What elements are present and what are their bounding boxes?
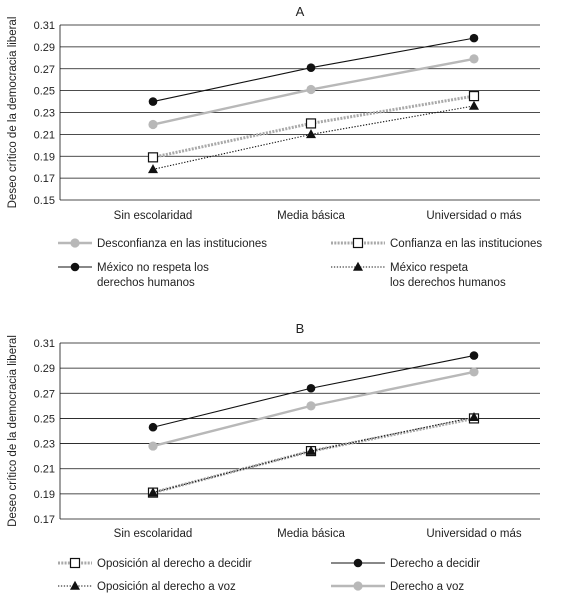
- chart-title: B: [296, 321, 305, 336]
- y-tick-label: 0.31: [34, 20, 55, 32]
- data-point: [306, 129, 316, 139]
- y-tick-label: 0.31: [34, 338, 55, 350]
- y-tick-label: 0.27: [34, 388, 55, 400]
- series-3: [148, 367, 479, 451]
- legend-marker: [353, 558, 363, 568]
- series-0: [147, 413, 480, 498]
- data-point: [306, 445, 316, 455]
- gridlines: [60, 342, 540, 520]
- data-point: [469, 100, 479, 110]
- series-0: [148, 54, 479, 130]
- legend: Oposición al derecho a decidir Derecho a …: [58, 557, 480, 593]
- legend-label: derechos humanos: [97, 277, 195, 289]
- data-point: [306, 84, 316, 95]
- data-point: [148, 164, 158, 174]
- y-axis-label: Deseo crítico de la democracia liberal: [7, 17, 19, 209]
- chart-title: A: [296, 4, 305, 19]
- legend-marker: [69, 557, 81, 569]
- y-tick-label: 0.23: [34, 439, 55, 451]
- gridlines: [60, 24, 540, 201]
- chart-panel-a: A 0.15 0.17 0.19 0.21 0.23 0.25 0.27 0.29 0.31 Sin…: [7, 4, 542, 289]
- y-tick-label: 0.29: [34, 363, 55, 375]
- legend-marker: [70, 580, 80, 590]
- legend-marker: [353, 581, 363, 591]
- legend-label: Oposición al derecho a decidir: [97, 558, 252, 570]
- data-point: [306, 63, 316, 72]
- y-tick-label: 0.19: [34, 151, 55, 163]
- legend-marker: [353, 261, 363, 271]
- legend-item: Oposición al derecho a voz: [58, 580, 236, 593]
- series-3: [148, 100, 479, 174]
- data-point: [306, 401, 316, 411]
- y-tick-label: 0.15: [34, 195, 55, 207]
- y-tick-label: 0.25: [34, 86, 55, 98]
- x-tick-label: Media básica: [277, 528, 345, 540]
- legend-label: Confianza en las instituciones: [390, 238, 542, 250]
- x-tick-label: Sin escolaridad: [114, 210, 193, 222]
- legend-label: Derecho a decidir: [390, 558, 480, 570]
- legend-label: Oposición al derecho a voz: [97, 581, 236, 593]
- legend-label: México no respeta los: [97, 262, 209, 274]
- y-tick-label: 0.23: [34, 108, 55, 120]
- y-tick-label: 0.19: [34, 489, 55, 501]
- legend-marker: [352, 237, 364, 249]
- data-point: [469, 54, 479, 64]
- data-point: [148, 487, 158, 497]
- x-tick-label: Universidad o más: [426, 210, 521, 222]
- series-1: [148, 351, 479, 432]
- data-point: [469, 367, 479, 377]
- x-tick-label: Media básica: [277, 210, 345, 222]
- y-tick-label: 0.17: [34, 173, 55, 185]
- y-tick-label: 0.27: [34, 64, 55, 76]
- y-tick-label: 0.21: [34, 129, 55, 141]
- legend-item: Oposición al derecho a decidir: [58, 557, 252, 570]
- chart-panel-b: B 0.17 0.19 0.21 0.23 0.25 0.27 0.29 0.31 Sin esc…: [7, 321, 540, 593]
- data-point: [469, 33, 479, 43]
- legend-item: Desconfianza en las instituciones: [58, 238, 267, 250]
- legend-marker: [70, 262, 80, 272]
- data-point: [305, 118, 317, 129]
- series-1: [147, 90, 480, 163]
- data-point: [147, 152, 159, 163]
- legend: Desconfianza en las instituciones Confian…: [58, 237, 542, 289]
- legend-item: Derecho a decidir: [331, 558, 480, 570]
- legend-label: México respeta: [390, 262, 469, 274]
- y-tick-label: 0.25: [34, 413, 55, 425]
- series-2: [148, 33, 479, 106]
- legend-item: Derecho a voz: [331, 581, 464, 593]
- x-tick-label: Universidad o más: [426, 528, 521, 540]
- legend-label: Derecho a voz: [390, 581, 464, 593]
- data-point: [469, 411, 479, 421]
- y-tick-label: 0.29: [34, 42, 55, 54]
- data-point: [469, 351, 479, 360]
- legend-item: Confianza en las instituciones: [331, 237, 542, 250]
- x-tick-label: Sin escolaridad: [114, 528, 193, 540]
- data-point: [306, 383, 316, 393]
- legend-item: México no respeta los derechos humanos: [58, 262, 209, 289]
- legend-label: los derechos humanos: [390, 277, 506, 289]
- series-line: [152, 94, 475, 159]
- data-point: [148, 97, 158, 106]
- y-tick-label: 0.17: [34, 514, 55, 526]
- legend-label: Desconfianza en las instituciones: [97, 238, 267, 250]
- legend-item: México respeta los derechos humanos: [331, 261, 506, 289]
- data-point: [148, 441, 158, 451]
- y-tick-label: 0.21: [34, 464, 55, 476]
- data-point: [148, 119, 158, 130]
- data-point: [468, 90, 480, 102]
- legend-marker: [70, 238, 80, 248]
- data-point: [148, 422, 158, 432]
- y-axis-label: Deseo crítico de la democracia liberal: [7, 335, 19, 527]
- series-2: [148, 411, 479, 497]
